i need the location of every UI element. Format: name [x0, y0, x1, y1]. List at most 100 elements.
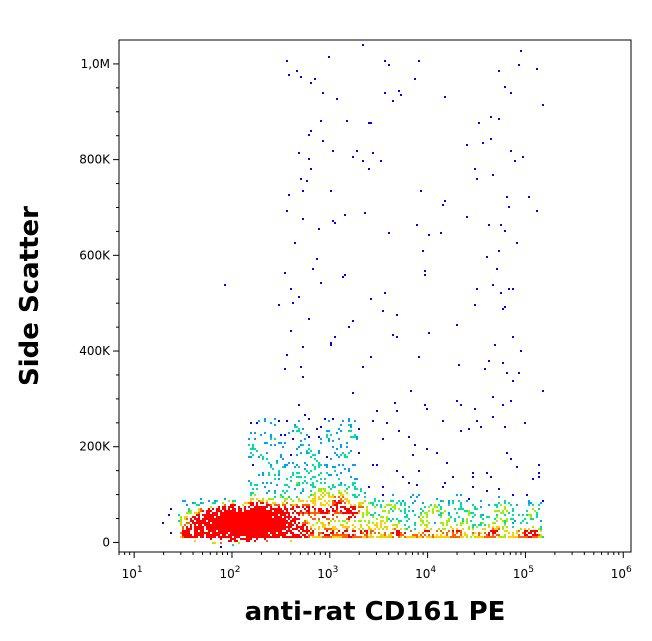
data-point	[304, 534, 306, 536]
data-point	[188, 510, 190, 512]
data-point	[256, 508, 258, 510]
data-point	[248, 530, 250, 532]
data-point	[370, 502, 372, 504]
data-point	[320, 478, 322, 480]
data-point	[534, 536, 536, 538]
data-point	[228, 520, 230, 522]
data-point	[292, 508, 294, 510]
data-point	[240, 520, 242, 522]
data-point	[298, 526, 300, 528]
data-point	[312, 498, 314, 500]
data-point	[264, 486, 266, 488]
data-point	[512, 510, 514, 512]
data-point	[196, 518, 198, 520]
data-point	[226, 510, 228, 512]
data-point	[426, 536, 428, 538]
data-point	[238, 520, 240, 522]
data-point	[456, 530, 458, 532]
data-point	[232, 522, 234, 524]
data-point	[470, 536, 472, 538]
data-point	[314, 498, 316, 500]
data-point	[248, 528, 250, 530]
data-point	[260, 516, 262, 518]
data-point	[182, 532, 184, 534]
data-point	[252, 444, 254, 446]
data-point	[372, 516, 374, 518]
data-point	[346, 534, 348, 536]
data-point	[282, 490, 284, 492]
data-point	[256, 516, 258, 518]
data-point	[358, 506, 360, 508]
data-point	[308, 448, 310, 450]
data-point	[426, 526, 428, 528]
data-point	[300, 526, 302, 528]
data-point	[396, 410, 398, 412]
data-point	[246, 536, 248, 538]
data-point	[216, 512, 218, 514]
data-point	[430, 536, 432, 538]
data-point	[358, 510, 360, 512]
data-point	[238, 516, 240, 518]
data-point	[274, 478, 276, 480]
data-point	[242, 512, 244, 514]
data-point	[218, 536, 220, 538]
data-point	[300, 536, 302, 538]
data-point	[370, 514, 372, 516]
data-point	[266, 524, 268, 526]
data-point	[232, 544, 234, 546]
data-point	[462, 522, 464, 524]
data-point	[456, 532, 458, 534]
data-point	[370, 298, 372, 300]
data-point	[224, 518, 226, 520]
data-point	[342, 496, 344, 498]
data-point	[350, 450, 352, 452]
data-point	[456, 494, 458, 496]
data-point	[318, 228, 320, 230]
data-point	[330, 496, 332, 498]
data-point	[258, 474, 260, 476]
data-point	[266, 530, 268, 532]
data-point	[228, 516, 230, 518]
data-point	[212, 516, 214, 518]
data-point	[314, 494, 316, 496]
data-point	[328, 510, 330, 512]
data-point	[428, 332, 430, 334]
data-point	[238, 518, 240, 520]
data-point	[348, 468, 350, 470]
data-point	[460, 508, 462, 510]
data-point	[220, 524, 222, 526]
data-point	[326, 534, 328, 536]
data-point	[336, 512, 338, 514]
data-point	[310, 450, 312, 452]
data-point	[320, 472, 322, 474]
data-point	[208, 526, 210, 528]
data-point	[428, 234, 430, 236]
data-point	[512, 336, 514, 338]
data-point	[474, 508, 476, 510]
data-point	[344, 520, 346, 522]
data-point	[266, 536, 268, 538]
data-point	[432, 508, 434, 510]
data-point	[396, 336, 398, 338]
data-point	[284, 528, 286, 530]
data-point	[238, 542, 240, 544]
data-point	[260, 518, 262, 520]
data-point	[254, 516, 256, 518]
data-point	[268, 472, 270, 474]
data-point	[384, 510, 386, 512]
data-point	[256, 450, 258, 452]
data-point	[428, 506, 430, 508]
data-point	[328, 494, 330, 496]
data-point	[414, 524, 416, 526]
data-point	[274, 474, 276, 476]
data-point	[354, 486, 356, 488]
data-point	[316, 258, 318, 260]
data-point	[354, 488, 356, 490]
data-point	[446, 522, 448, 524]
data-point	[510, 150, 512, 152]
data-point	[348, 510, 350, 512]
data-point	[370, 532, 372, 534]
data-point	[268, 516, 270, 518]
data-point	[284, 522, 286, 524]
data-point	[536, 68, 538, 70]
